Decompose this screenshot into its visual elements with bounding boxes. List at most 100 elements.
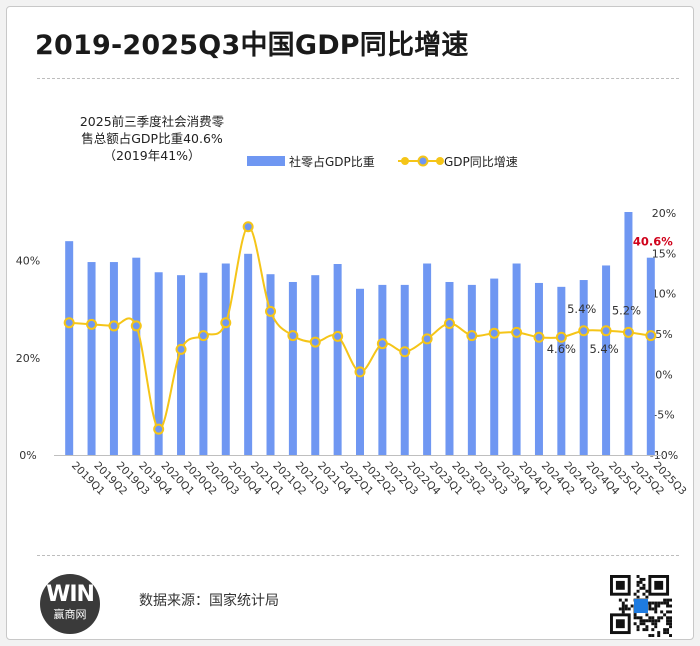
qr-module bbox=[651, 607, 655, 611]
y-right-tick-label: 10% bbox=[652, 288, 676, 301]
qr-module bbox=[645, 595, 649, 599]
qr-module bbox=[666, 610, 670, 614]
bar-2022Q4 bbox=[400, 284, 409, 455]
data-label: 5.4% bbox=[589, 342, 618, 356]
bar-2024Q1 bbox=[512, 263, 521, 455]
qr-module bbox=[666, 601, 670, 605]
qr-module bbox=[633, 592, 637, 596]
qr-module bbox=[666, 628, 670, 632]
gdp-point-2019Q3 bbox=[108, 320, 120, 332]
qr-module bbox=[618, 607, 622, 611]
qr-module bbox=[657, 601, 661, 605]
qr-module bbox=[663, 628, 667, 632]
gdp-point-2019Q2 bbox=[86, 318, 98, 330]
annotation-line-3: （2019年41%） bbox=[103, 148, 201, 163]
qr-module bbox=[636, 583, 640, 587]
gdp-point-2021Q2 bbox=[265, 305, 277, 317]
gdp-point-2021Q1 bbox=[242, 221, 254, 233]
data-label: 5.2% bbox=[612, 303, 641, 317]
qr-module bbox=[642, 586, 646, 590]
y-left-tick-label: 40% bbox=[16, 255, 40, 268]
qr-module bbox=[621, 607, 625, 611]
qr-module bbox=[660, 601, 664, 605]
qr-finder-core bbox=[615, 619, 625, 629]
gdp-point-2023Q2 bbox=[443, 318, 455, 330]
bar-2021Q2 bbox=[266, 274, 275, 455]
qr-module bbox=[669, 598, 672, 602]
gdp-point-2021Q4 bbox=[309, 336, 321, 348]
title-divider bbox=[37, 78, 679, 79]
annotation-line-1: 2025前三季度社会消费零 bbox=[79, 114, 225, 129]
qr-module bbox=[654, 625, 658, 629]
annotation-note: 2025前三季度社会消费零 售总额占GDP比重40.6% （2019年41%） bbox=[67, 113, 237, 164]
qr-module bbox=[657, 631, 661, 635]
bar-2022Q3 bbox=[378, 284, 387, 455]
legend-bar-label: 社零占GDP比重 bbox=[289, 154, 375, 169]
data-label: 5.4% bbox=[567, 302, 596, 316]
qr-module bbox=[663, 631, 667, 635]
qr-finder-core bbox=[654, 580, 664, 590]
qr-module bbox=[648, 619, 652, 623]
qr-module bbox=[648, 607, 652, 611]
qr-module bbox=[669, 625, 672, 629]
gdp-point-2024Q1 bbox=[511, 326, 523, 338]
gdp-point-2024Q2 bbox=[533, 331, 545, 343]
gdp-point-2020Q3 bbox=[197, 330, 209, 342]
qr-module bbox=[666, 619, 670, 623]
qr-module bbox=[651, 628, 655, 632]
qr-module bbox=[624, 607, 628, 611]
qr-module bbox=[624, 604, 628, 608]
logo-text: 赢商网 bbox=[53, 608, 87, 621]
bar-2022Q1 bbox=[333, 264, 342, 455]
qr-module bbox=[636, 616, 640, 620]
legend-line-marker bbox=[436, 157, 444, 165]
bar-2020Q3 bbox=[199, 272, 208, 455]
qr-module bbox=[642, 577, 646, 581]
bar-2020Q1 bbox=[154, 272, 163, 455]
gdp-point-2022Q2 bbox=[354, 366, 366, 378]
qr-module bbox=[648, 604, 652, 608]
qr-module bbox=[636, 625, 640, 629]
bar-2020Q2 bbox=[177, 275, 186, 455]
data-label-highlight: 40.6% bbox=[633, 235, 673, 249]
qr-module bbox=[648, 634, 652, 637]
gdp-point-2019Q4 bbox=[130, 320, 142, 332]
y-left-tick-label: 0% bbox=[19, 449, 36, 462]
logo-mark: WIN bbox=[46, 582, 95, 607]
qr-module bbox=[621, 604, 625, 608]
gdp-point-2024Q4 bbox=[578, 325, 590, 337]
qr-module bbox=[654, 622, 658, 626]
qr-module bbox=[627, 607, 631, 611]
qr-module bbox=[651, 601, 655, 605]
bar-2020Q4 bbox=[221, 263, 230, 455]
qr-module bbox=[657, 616, 661, 620]
qr-module bbox=[633, 613, 637, 617]
qr-module bbox=[648, 601, 652, 605]
qr-module bbox=[666, 622, 670, 626]
gdp-point-2022Q1 bbox=[332, 330, 344, 342]
gdp-point-2023Q1 bbox=[421, 333, 433, 345]
qr-module bbox=[645, 625, 649, 629]
qr-module bbox=[654, 607, 658, 611]
qr-module bbox=[654, 601, 658, 605]
bar-2021Q3 bbox=[288, 281, 297, 455]
qr-module bbox=[669, 634, 672, 637]
qr-module bbox=[657, 604, 661, 608]
qr-module bbox=[654, 604, 658, 608]
qr-module bbox=[639, 580, 643, 584]
qr-module bbox=[639, 616, 643, 620]
gdp-point-2019Q1 bbox=[63, 317, 75, 329]
qr-module bbox=[657, 619, 661, 623]
qr-module bbox=[666, 631, 670, 635]
qr-module bbox=[639, 622, 643, 626]
qr-module bbox=[633, 622, 637, 626]
qr-module bbox=[630, 604, 634, 608]
gdp-point-2024Q3 bbox=[555, 331, 567, 343]
bar-2019Q2 bbox=[87, 262, 96, 455]
bar-2024Q2 bbox=[534, 282, 543, 455]
y-right-tick-label: 5% bbox=[655, 328, 672, 341]
qr-module bbox=[642, 628, 646, 632]
qr-module bbox=[669, 619, 672, 623]
bar-2025Q1 bbox=[602, 265, 611, 455]
legend-line-marker bbox=[401, 157, 409, 165]
